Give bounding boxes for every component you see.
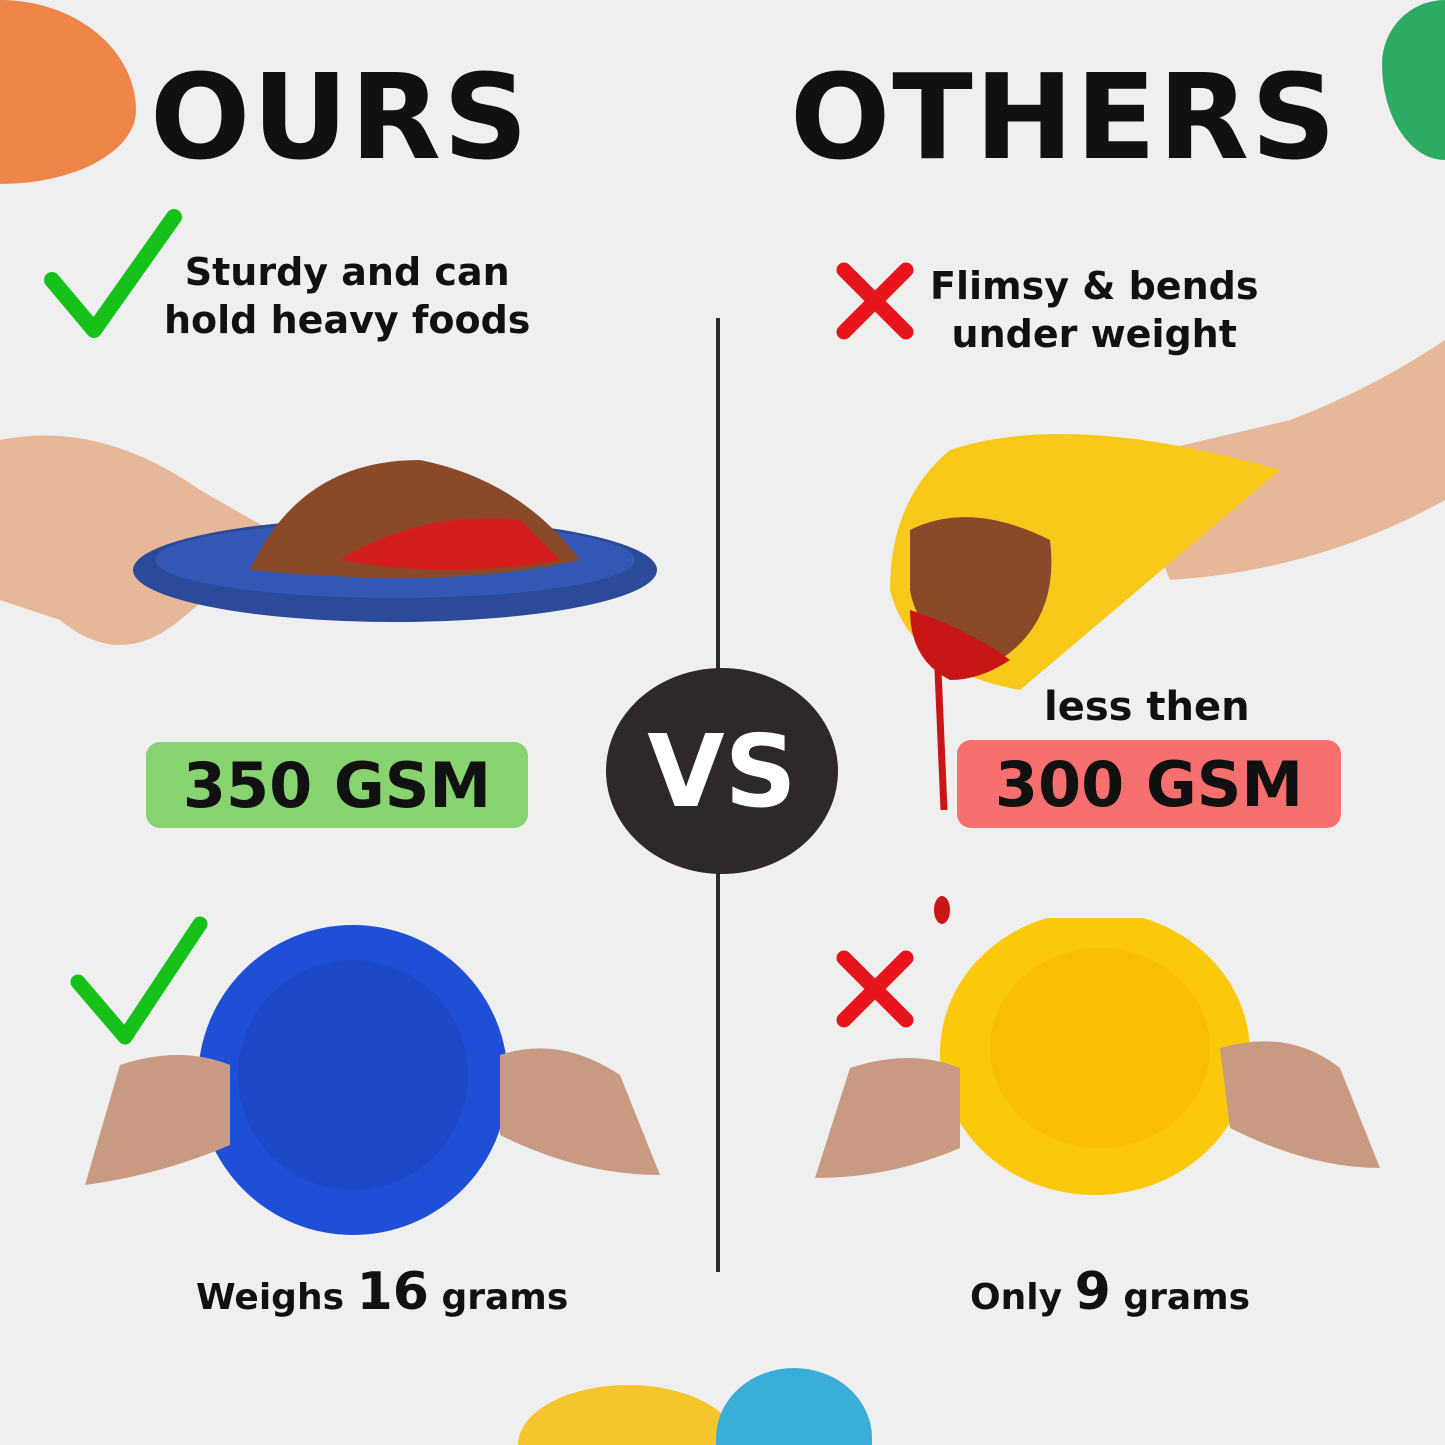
divider-bottom [716, 872, 720, 1272]
others-gsm-prefix: less then [1044, 684, 1250, 730]
decor-green-circle [1382, 0, 1445, 160]
vs-circle: VS [606, 668, 838, 874]
ours-claim-line1: Sturdy and can [184, 250, 510, 294]
ours-weight-prefix: Weighs [196, 1277, 345, 1318]
ours-claim-line2: hold heavy foods [164, 298, 531, 342]
ours-claim: Sturdy and can hold heavy foods [164, 248, 530, 344]
ours-plate-held-image [85, 925, 660, 1235]
ours-weight: Weighs 16 grams [196, 1262, 568, 1322]
decor-yellow-circle [518, 1385, 738, 1445]
others-weight-suffix: grams [1123, 1277, 1251, 1318]
decor-blue-circle [716, 1368, 872, 1445]
cross-icon [836, 262, 914, 340]
ours-gsm-badge: 350 GSM [146, 742, 528, 828]
others-claim-line1: Flimsy & bends [930, 264, 1259, 308]
divider-top [716, 318, 720, 670]
ours-title: OURS [150, 48, 530, 186]
others-weight: Only 9 grams [970, 1262, 1250, 1322]
check-icon [70, 916, 208, 1045]
cross-icon [836, 950, 914, 1028]
others-claim: Flimsy & bends under weight [930, 262, 1258, 358]
ours-plate-with-food-image [0, 435, 657, 645]
others-claim-line2: under weight [951, 312, 1237, 356]
ours-weight-suffix: grams [441, 1277, 569, 1318]
others-gsm-badge: 300 GSM [957, 740, 1341, 828]
others-plate-held-image [815, 918, 1380, 1195]
ours-weight-value: 16 [356, 1262, 429, 1322]
check-icon [44, 209, 182, 338]
others-bent-plate-image [890, 340, 1445, 924]
decor-orange-circle [0, 0, 136, 184]
others-weight-value: 9 [1074, 1262, 1111, 1322]
others-weight-prefix: Only [970, 1277, 1063, 1318]
others-title: OTHERS [790, 48, 1339, 186]
